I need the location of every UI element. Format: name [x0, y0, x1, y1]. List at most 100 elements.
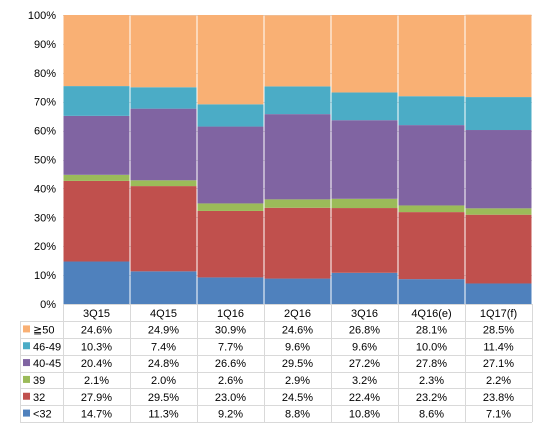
data-label: 2.6% [218, 375, 243, 387]
data-label: 8.6% [419, 409, 444, 421]
data-label: 26.6% [215, 358, 246, 370]
data-label: 2.9% [285, 375, 310, 387]
data-label: 3.2% [352, 375, 377, 387]
y-axis: 0% 10% 20% 30% 40% 50% 60% 70% 80% 90% 100% [28, 10, 56, 311]
bar-segment [331, 208, 398, 273]
bar-segment [331, 92, 398, 121]
legend-key [23, 342, 30, 350]
y-tick-label: 30% [34, 212, 56, 224]
y-tick-label: 90% [34, 39, 56, 51]
data-label: 27.9% [81, 392, 112, 404]
bar-segment [331, 198, 398, 209]
legend-label: 40-45 [33, 358, 61, 370]
data-table: 3Q15 4Q15 1Q16 2Q16 3Q16 4Q16(e) 1Q17(f) ≧50 24.… [20, 304, 533, 423]
bar-segment [465, 97, 532, 131]
bar-segment [197, 15, 264, 105]
data-label: 10.8% [349, 409, 380, 421]
bar-segment [465, 214, 532, 284]
y-tick-label: 20% [34, 241, 56, 253]
bar-segment [197, 203, 264, 211]
x-tick-label: 4Q16(e) [411, 308, 451, 320]
bar-segment [130, 271, 197, 304]
bar-segment [465, 208, 532, 215]
x-tick-label: 3Q15 [83, 308, 110, 320]
legend-label: 46-49 [33, 341, 61, 353]
bar-segment [197, 210, 264, 278]
bar-segment [331, 272, 398, 304]
bar-segment [197, 126, 264, 204]
legend-key [23, 375, 30, 383]
bar-segment [264, 278, 331, 304]
data-label: 28.1% [416, 324, 447, 336]
legend-label: <32 [33, 409, 52, 421]
data-label: 24.6% [81, 324, 112, 336]
y-tick-label: 80% [34, 68, 56, 80]
bar-segment [63, 115, 130, 175]
legend-label: 39 [33, 375, 45, 387]
legend-label: ≧50 [33, 324, 54, 336]
data-label: 14.7% [81, 409, 112, 421]
bar-segment [197, 104, 264, 127]
bar-segment [197, 277, 264, 304]
data-label: 9.6% [352, 341, 377, 353]
data-label: 2.1% [84, 375, 109, 387]
data-label: 26.8% [349, 324, 380, 336]
data-label: 2.3% [419, 375, 444, 387]
data-label: 11.3% [148, 409, 179, 421]
x-tick-label: 1Q17(f) [480, 308, 517, 320]
y-tick-label: 100% [28, 10, 56, 22]
bars [63, 14, 532, 304]
bar-segment [398, 96, 465, 126]
data-label: 27.8% [416, 358, 447, 370]
bar-segment [130, 108, 197, 181]
bar-segment [264, 114, 331, 200]
bar-segment [264, 15, 331, 87]
data-label: 9.6% [285, 341, 310, 353]
bar-segment [130, 87, 197, 109]
legend-label: 32 [33, 392, 45, 404]
data-label: 20.4% [81, 358, 112, 370]
bar-segment [465, 14, 532, 98]
bar-segment [331, 120, 398, 199]
data-label: 23.8% [483, 392, 514, 404]
data-label: 2.0% [151, 375, 176, 387]
data-label: 30.9% [215, 324, 246, 336]
data-label: 7.4% [151, 341, 176, 353]
data-label: 27.1% [483, 358, 514, 370]
bar-segment [264, 86, 331, 115]
bar-segment [63, 180, 130, 262]
data-label: 2.2% [486, 375, 511, 387]
bar-segment [63, 15, 130, 87]
bar-segment [130, 180, 197, 187]
data-label: 8.8% [285, 409, 310, 421]
legend-key [23, 325, 30, 333]
y-tick-label: 40% [34, 183, 56, 195]
data-label: 29.5% [282, 358, 313, 370]
y-tick-label: 60% [34, 126, 56, 138]
bar-segment [465, 130, 532, 209]
legend-key [23, 359, 30, 367]
data-label: 22.4% [349, 392, 380, 404]
x-tick-label: 4Q15 [150, 308, 177, 320]
data-label: 23.0% [215, 392, 246, 404]
bar-segment [63, 86, 130, 116]
bar-segment [264, 199, 331, 208]
bar-segment [130, 186, 197, 272]
data-label: 23.2% [416, 392, 447, 404]
bar-segment [63, 174, 130, 181]
legend-key [23, 392, 30, 400]
legend-key [23, 409, 30, 417]
data-label: 11.4% [483, 341, 514, 353]
data-label: 9.2% [218, 409, 243, 421]
data-label: 29.5% [148, 392, 179, 404]
data-label: 10.3% [81, 341, 112, 353]
bar-segment [331, 15, 398, 93]
bar-segment [398, 15, 465, 97]
bar-segment [398, 205, 465, 213]
data-label: 7.7% [218, 341, 243, 353]
data-label: 27.2% [349, 358, 380, 370]
data-label: 7.1% [486, 409, 511, 421]
x-tick-label: 1Q16 [217, 308, 244, 320]
